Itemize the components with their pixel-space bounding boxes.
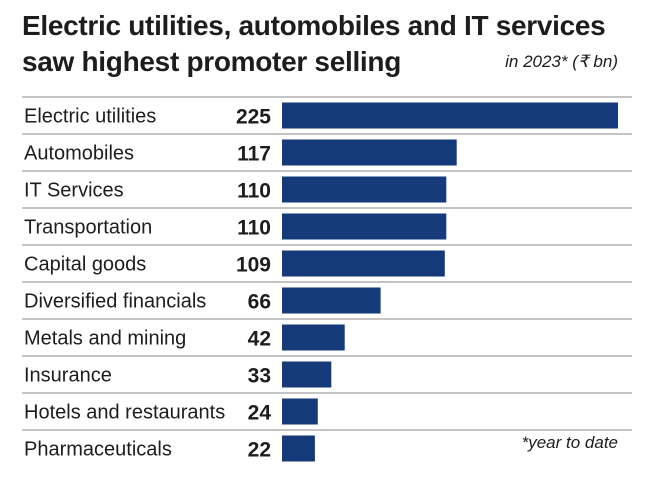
- value-label: 117: [237, 143, 271, 166]
- value-label: 22: [248, 439, 271, 462]
- category-label: Hotels and restaurants: [24, 402, 225, 424]
- bar: [282, 361, 332, 388]
- bar: [282, 176, 447, 203]
- category-label: Electric utilities: [24, 106, 156, 128]
- value-label: 110: [237, 217, 271, 240]
- bar: [282, 213, 447, 240]
- value-label: 109: [236, 254, 271, 277]
- category-label: IT Services: [24, 180, 124, 202]
- category-label: Diversified financials: [24, 291, 206, 313]
- chart-footnote: *year to date: [521, 433, 618, 452]
- bar: [282, 324, 345, 351]
- bar: [282, 287, 381, 314]
- category-label: Metals and mining: [24, 328, 186, 350]
- bar: [282, 398, 318, 425]
- category-label: Transportation: [24, 217, 152, 239]
- bar: [282, 250, 445, 277]
- value-label: 42: [248, 328, 271, 351]
- bar: [282, 102, 618, 129]
- category-label: Insurance: [24, 365, 112, 387]
- value-label: 110: [237, 180, 271, 203]
- value-label: 33: [248, 365, 271, 388]
- category-label: Pharmaceuticals: [24, 439, 172, 461]
- value-label: 24: [248, 402, 272, 425]
- category-label: Automobiles: [24, 143, 134, 165]
- bar: [282, 139, 457, 166]
- value-label: 66: [248, 291, 271, 314]
- value-label: 225: [236, 106, 271, 129]
- category-label: Capital goods: [24, 254, 146, 276]
- bar: [282, 435, 315, 462]
- chart-subtitle: in 2023* (₹ bn): [505, 52, 618, 71]
- chart-title: Electric utilities, automobiles and IT s…: [22, 10, 606, 77]
